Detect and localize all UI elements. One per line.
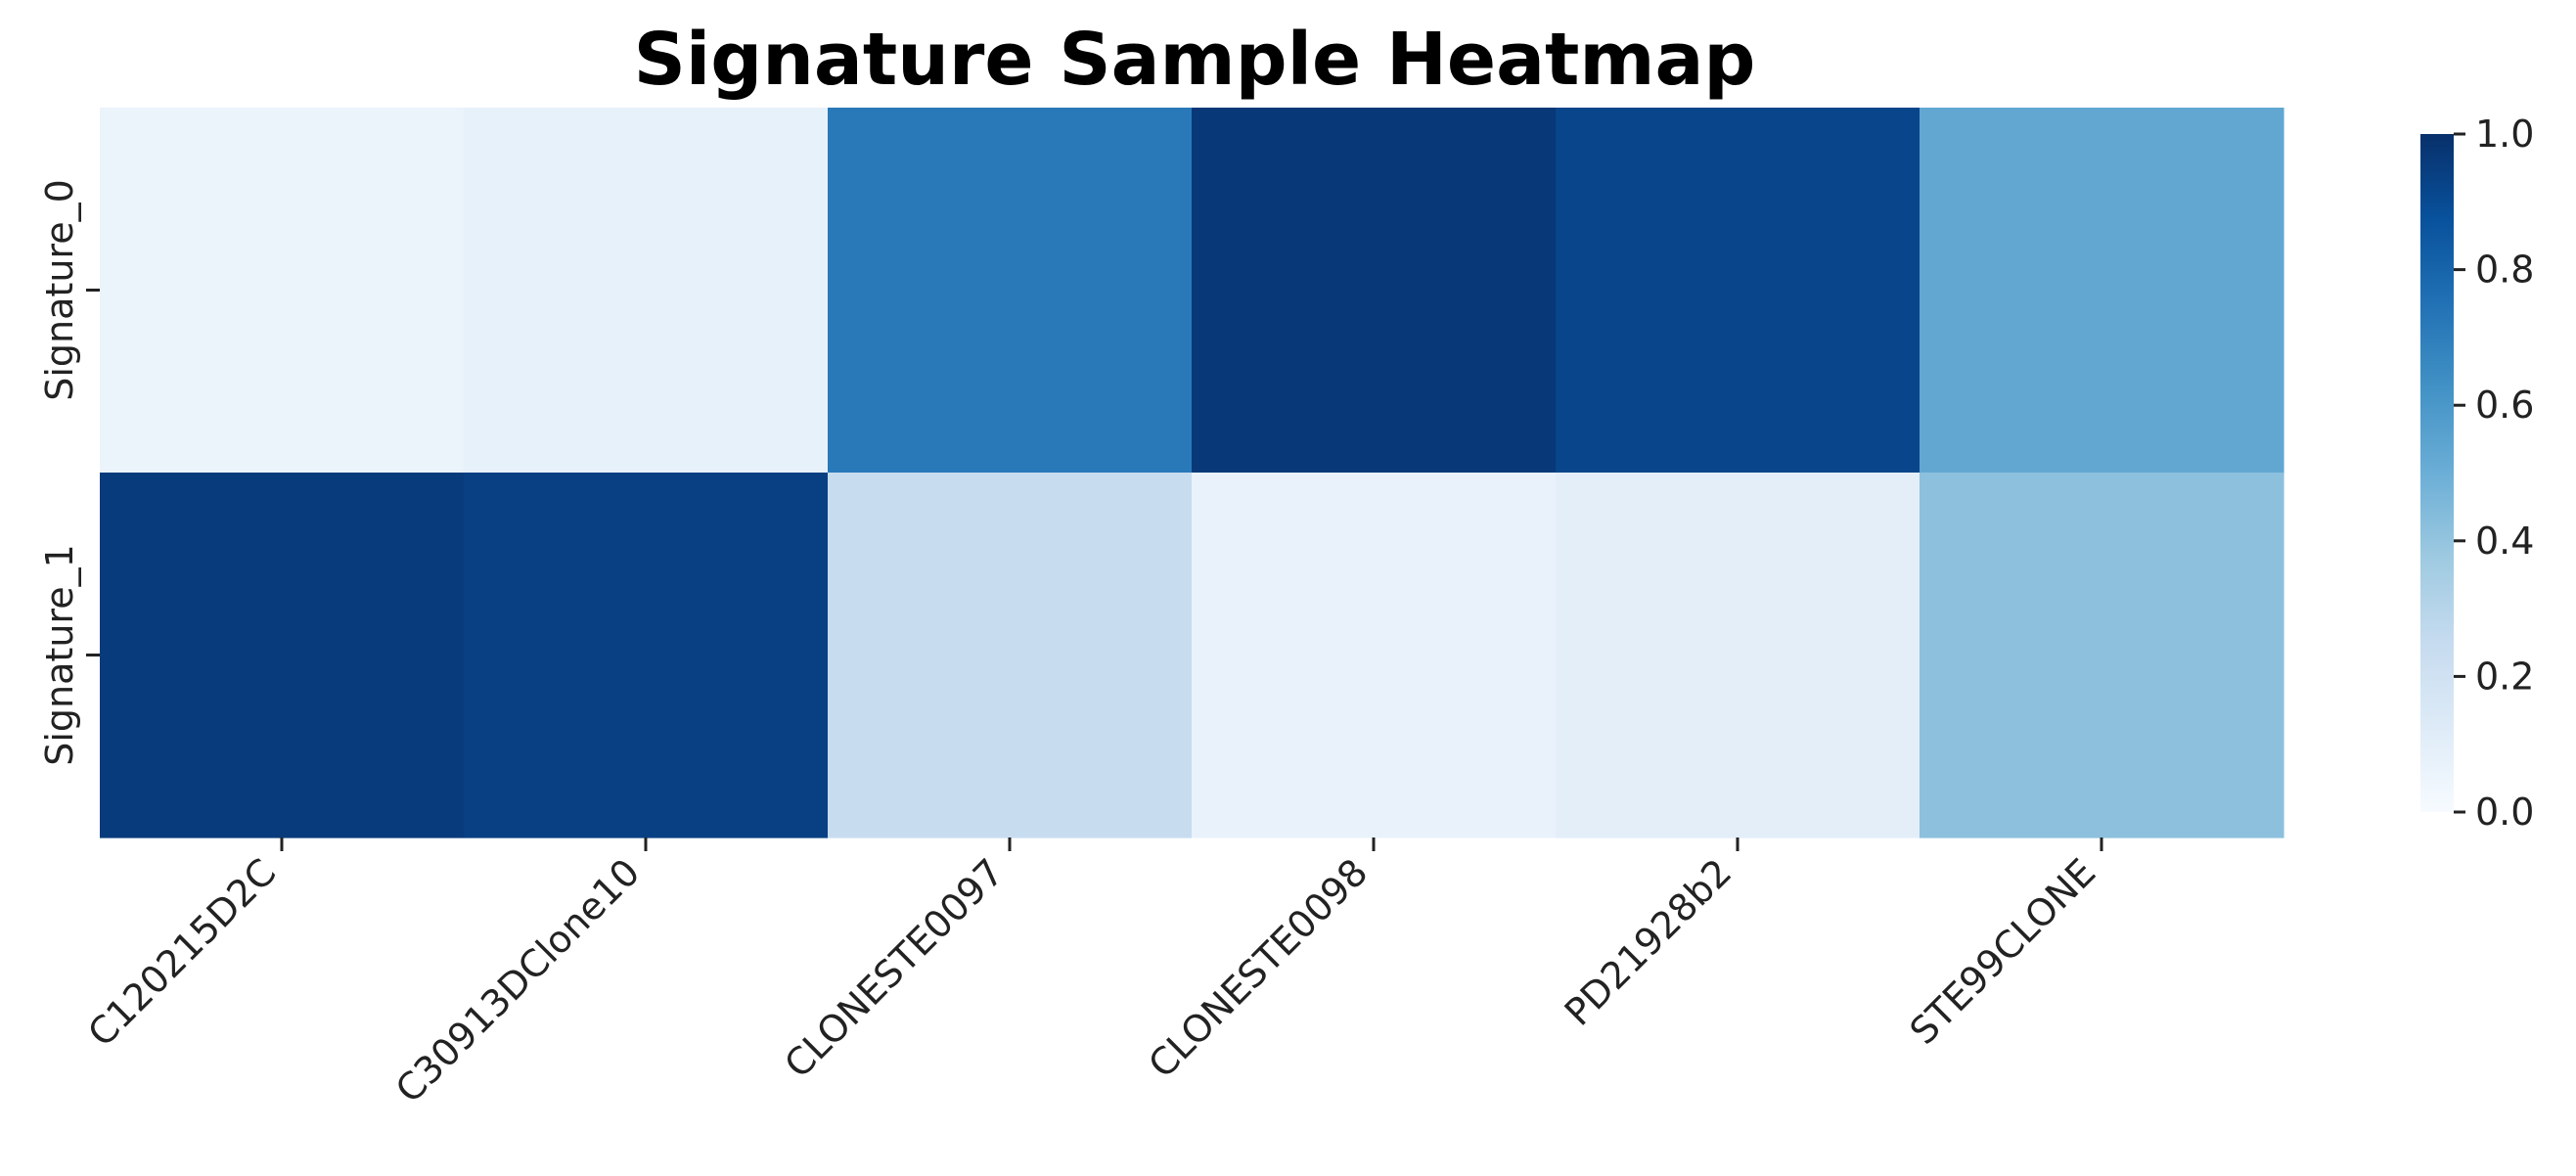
colorbar-tick-label: 0.6 — [2475, 384, 2534, 427]
heatmap-cell — [1920, 108, 2284, 474]
heatmap-cell — [828, 108, 1193, 474]
colorbar-tick-label: 0.2 — [2475, 655, 2534, 698]
heatmap-cell — [1556, 473, 1921, 838]
x-tick-label: CLONESTE0097 — [776, 850, 1012, 1086]
colorbar-tick-label: 1.0 — [2475, 113, 2534, 156]
x-tick-label: CLONESTE0098 — [1140, 850, 1376, 1086]
heatmap-cell — [828, 473, 1193, 838]
colorbar-tick-label: 0.8 — [2475, 249, 2534, 292]
y-axis: Signature_0 Signature_1 — [38, 179, 100, 766]
heatmap-cell — [1192, 108, 1557, 474]
heatmap-cells — [100, 108, 2284, 838]
y-tick-label: Signature_0 — [38, 179, 81, 401]
heatmap-cell — [1920, 473, 2284, 838]
heatmap-cell — [464, 108, 829, 474]
chart-title: Signature Sample Heatmap — [634, 18, 1756, 102]
colorbar-tick-label: 0.0 — [2475, 791, 2534, 834]
heatmap-cell — [100, 108, 465, 474]
colorbar-tick-label: 0.4 — [2475, 520, 2534, 563]
x-tick-label: C120215D2C — [79, 850, 284, 1055]
x-tick-label: PD21928b2 — [1557, 850, 1740, 1034]
x-axis: C120215D2C C30913DClone10 CLONESTE0097 CLON… — [79, 837, 2103, 1111]
heatmap-cell — [464, 473, 829, 838]
x-tick-label: STE99CLONE — [1902, 850, 2104, 1053]
colorbar-gradient — [2420, 134, 2454, 812]
heatmap-cell — [100, 473, 465, 838]
x-tick-label: C30913DClone10 — [387, 850, 648, 1110]
heatmap-cell — [1556, 108, 1921, 474]
heatmap-cell — [1192, 473, 1557, 838]
y-tick-label: Signature_1 — [38, 544, 81, 766]
colorbar: 0.0 0.2 0.4 0.6 0.8 1.0 — [2420, 113, 2534, 834]
